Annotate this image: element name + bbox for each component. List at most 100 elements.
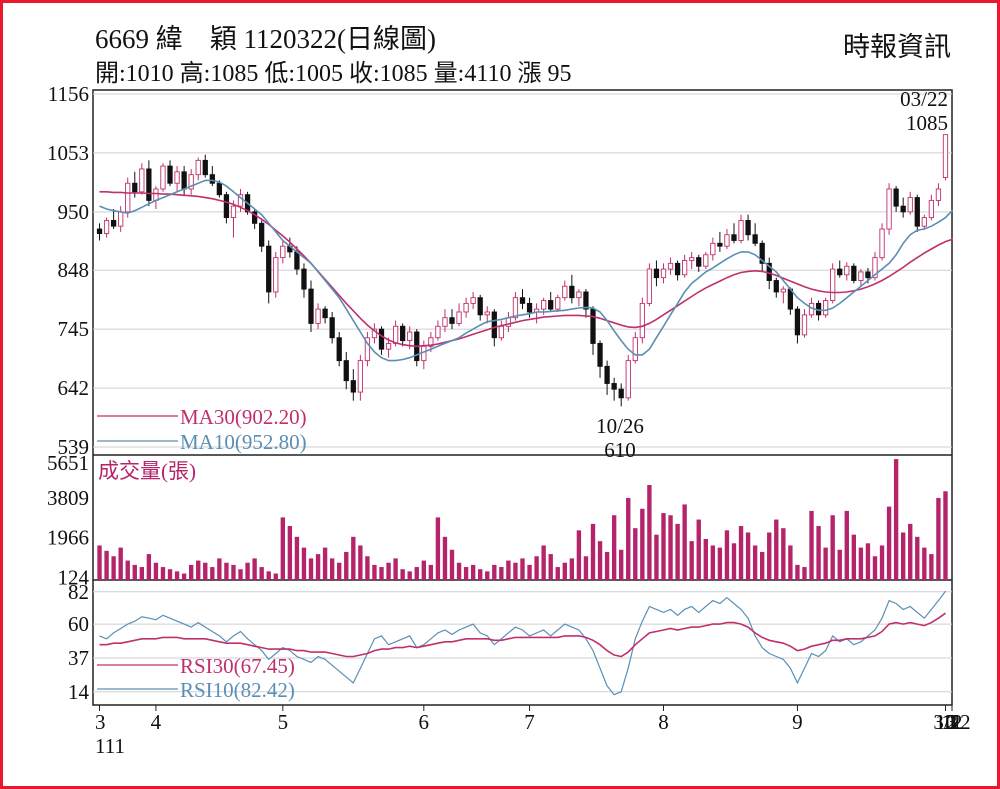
volume-bar xyxy=(724,530,730,580)
volume-bar xyxy=(97,545,102,580)
volume-bar xyxy=(640,508,645,580)
volume-bar xyxy=(710,545,716,580)
candle xyxy=(322,308,328,319)
volume-bar xyxy=(534,556,539,580)
volume-bar xyxy=(435,517,441,580)
volume-bar xyxy=(386,562,391,580)
candle xyxy=(900,205,906,213)
volume-bar xyxy=(308,558,314,580)
candle xyxy=(491,311,497,339)
candle xyxy=(385,342,392,350)
volume-bar xyxy=(731,543,737,580)
candle xyxy=(350,380,356,393)
volume-bar xyxy=(675,523,680,580)
candle xyxy=(174,171,180,184)
candle xyxy=(251,211,258,224)
volume-bar xyxy=(922,547,927,580)
candle xyxy=(343,360,349,382)
candle xyxy=(555,297,561,310)
rsi-legend-label: RSI10(82.42) xyxy=(180,678,295,702)
volume-bar xyxy=(569,558,575,580)
x-tick-label: 12 xyxy=(942,710,963,734)
volume-bar xyxy=(351,536,356,580)
candle xyxy=(407,331,413,342)
volume-bar xyxy=(167,569,173,580)
x-tick-label: 9 xyxy=(792,710,803,734)
volume-bar xyxy=(760,551,765,580)
volume-bar xyxy=(767,532,772,580)
candle xyxy=(597,342,603,367)
volume-bar xyxy=(816,526,821,580)
annotation-value: 610 xyxy=(604,438,636,462)
candle xyxy=(103,219,110,235)
candle xyxy=(146,168,152,201)
candle xyxy=(484,311,490,316)
candle xyxy=(794,308,801,336)
price-tick-label: 950 xyxy=(58,200,90,224)
candle xyxy=(223,194,230,219)
volume-bar xyxy=(463,567,469,580)
volume-bar xyxy=(915,536,920,580)
volume-bar xyxy=(125,560,130,580)
x-year-label: 111 xyxy=(95,734,125,758)
volume-bar xyxy=(337,562,342,580)
candle xyxy=(364,337,371,362)
volume-bar xyxy=(414,567,419,580)
candle xyxy=(780,288,786,293)
rsi-tick-label: 60 xyxy=(68,612,89,636)
rsi10-line xyxy=(99,590,946,696)
ma10-line xyxy=(99,179,954,362)
candle xyxy=(837,268,843,276)
candle xyxy=(280,245,286,259)
volume-bar xyxy=(548,554,553,580)
volume-bar xyxy=(604,551,610,580)
volume-bar xyxy=(781,528,786,580)
candle xyxy=(301,268,307,290)
x-tick-label: 2 xyxy=(947,710,958,734)
volume-bar xyxy=(118,547,123,580)
volume-bar xyxy=(583,556,589,580)
candle xyxy=(886,188,892,230)
candle xyxy=(696,257,702,267)
volume-bar xyxy=(872,556,878,580)
candle xyxy=(160,165,166,190)
candle xyxy=(329,317,335,339)
volume-bar xyxy=(407,571,412,580)
candle xyxy=(653,268,660,279)
plot-border xyxy=(92,89,953,706)
candle xyxy=(392,325,399,344)
volume-bar xyxy=(893,459,899,580)
candle xyxy=(463,302,469,313)
annotation-value: 1085 xyxy=(906,111,948,135)
candle xyxy=(378,328,385,350)
candle xyxy=(703,254,709,267)
candle xyxy=(844,265,850,276)
volume-bar xyxy=(231,564,236,580)
candle xyxy=(498,325,504,339)
volume-bar xyxy=(908,523,913,580)
volume-bar xyxy=(633,528,638,580)
candle xyxy=(576,291,582,299)
volume-bar xyxy=(936,497,941,580)
x-tick-label: 11 xyxy=(942,710,962,734)
volume-bar xyxy=(865,543,871,580)
candle xyxy=(935,188,942,201)
volume-bar xyxy=(696,519,701,580)
rsi30-line xyxy=(99,612,946,658)
candle xyxy=(745,219,751,236)
volume-bar xyxy=(900,532,906,580)
candle xyxy=(928,199,935,219)
candle xyxy=(209,174,215,184)
volume-bar xyxy=(217,558,222,580)
volume-bar xyxy=(153,562,159,580)
candle xyxy=(921,217,927,227)
volume-panel-label: 成交量(張) xyxy=(98,459,196,483)
candle xyxy=(625,360,631,399)
volume-bar xyxy=(358,545,363,580)
candle xyxy=(315,308,321,324)
candle xyxy=(893,188,899,207)
volume-bar xyxy=(555,567,560,580)
candle xyxy=(682,260,688,276)
volume-bar xyxy=(104,550,109,580)
candle xyxy=(167,165,173,184)
